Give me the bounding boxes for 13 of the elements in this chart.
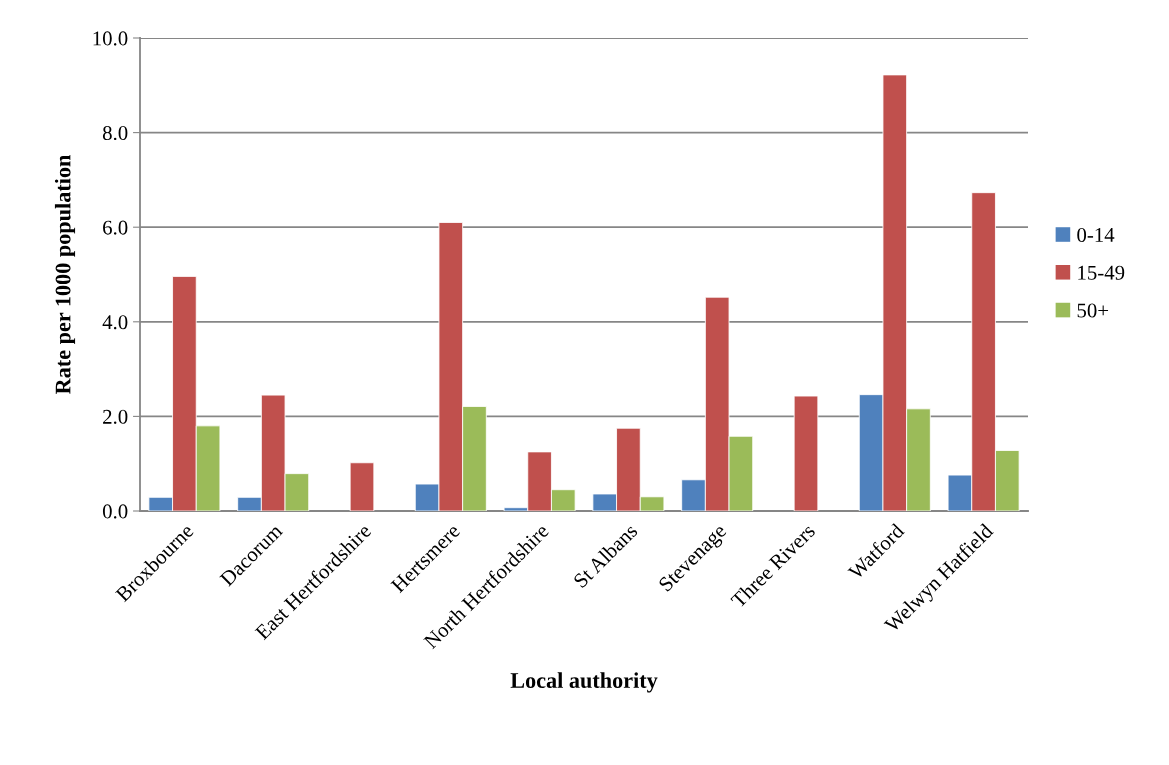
y-tick-label: 10.0 [93, 31, 128, 46]
y-tick-label: 0.0 [102, 504, 128, 519]
y-tick-label: 6.0 [103, 220, 128, 235]
x-axis-title: Local authority [510, 672, 658, 693]
bar [349, 462, 375, 511]
y-axis-title: Rate per 1000 population [54, 154, 76, 394]
y-tick-label: 8.0 [102, 125, 128, 141]
y-tick-label: 2.0 [103, 409, 128, 424]
legend-label: 0-14 [1077, 227, 1115, 243]
legend-label: 50+ [1077, 303, 1109, 318]
legend-label: 15-49 [1078, 265, 1125, 280]
y-tick-label: 4.0 [102, 315, 128, 330]
bar [793, 395, 819, 511]
